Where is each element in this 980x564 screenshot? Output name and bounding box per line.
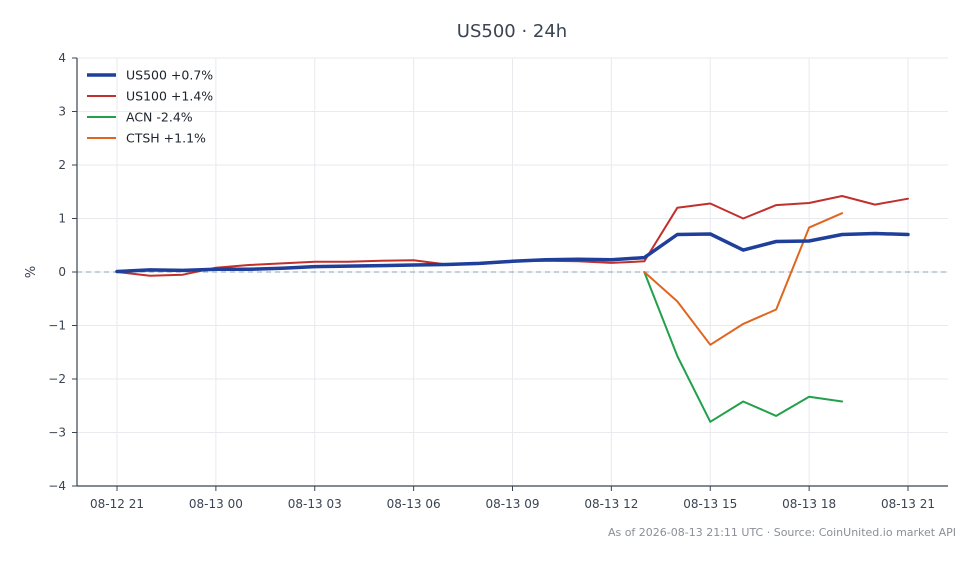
y-tick-label: −3 (48, 426, 66, 440)
y-tick-label: 1 (58, 212, 66, 226)
x-tick-label: 08-13 18 (782, 497, 836, 511)
legend-label: US500 +0.7% (126, 68, 213, 83)
series-line (643, 271, 844, 423)
x-tick-label: 08-13 15 (683, 497, 737, 511)
x-tick-label: 08-12 21 (90, 497, 144, 511)
x-tick-label: 08-13 06 (387, 497, 441, 511)
y-tick-label: 4 (58, 51, 66, 65)
chart-title: US500 · 24h (457, 21, 567, 42)
chart-footer: As of 2026-08-13 21:11 UTC · Source: Coi… (607, 526, 956, 539)
grid (77, 57, 948, 487)
legend-label: CTSH +1.1% (126, 131, 206, 146)
legend-label: US100 +1.4% (126, 89, 213, 104)
y-tick-label: 0 (58, 265, 66, 279)
x-tick-label: 08-13 00 (189, 497, 243, 511)
y-axis-label: % (24, 266, 39, 278)
legend: US500 +0.7% US100 +1.4% ACN -2.4% CTSH +1.1… (87, 68, 213, 146)
y-tick-label: −1 (48, 319, 66, 333)
y-tick-label: −2 (48, 372, 66, 386)
legend-label: ACN -2.4% (126, 110, 193, 125)
x-tick-label: 08-13 09 (486, 497, 540, 511)
y-tick-label: −4 (48, 479, 66, 493)
y-tick-label: 2 (58, 158, 66, 172)
x-tick-label: 08-13 21 (881, 497, 935, 511)
series-lines (115, 195, 910, 423)
series-line (115, 231, 910, 274)
x-tick-label: 08-13 12 (584, 497, 638, 511)
y-tick-label: 3 (58, 105, 66, 119)
series-line (643, 212, 844, 346)
x-tick-label: 08-13 03 (288, 497, 342, 511)
axes: 4 3 2 1 0 −1 −2 −3 −4 08-12 21 08-13 00 08-13 03 08-… (48, 51, 948, 511)
